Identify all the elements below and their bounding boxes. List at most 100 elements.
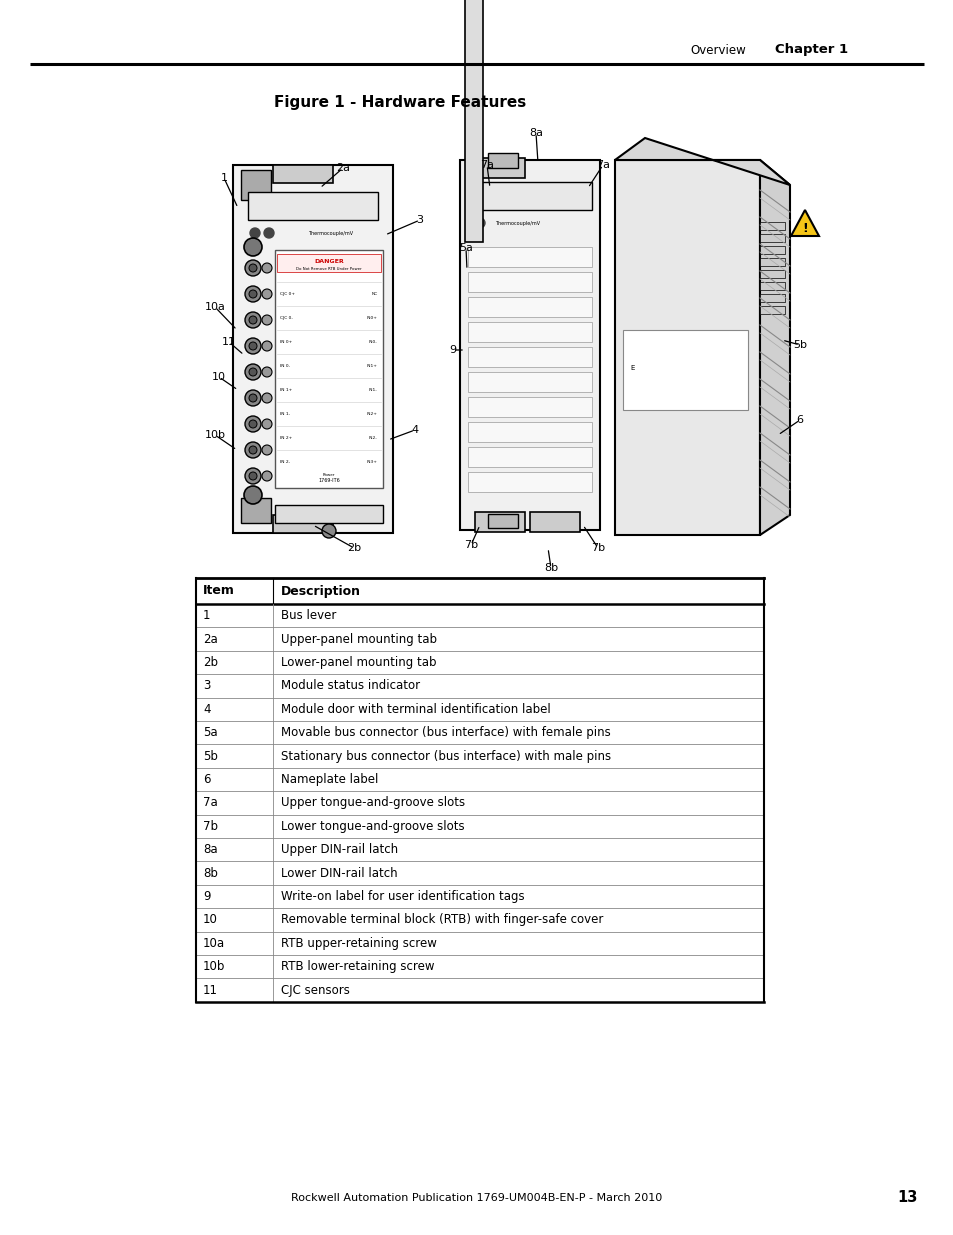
- Text: 1769-IT6: 1769-IT6: [317, 478, 339, 483]
- Text: 5b: 5b: [203, 750, 217, 762]
- Circle shape: [245, 312, 261, 329]
- Circle shape: [250, 228, 260, 238]
- Text: Upper tongue-and-groove slots: Upper tongue-and-groove slots: [280, 797, 464, 809]
- Text: Stationary bus connector (bus interface) with male pins: Stationary bus connector (bus interface)…: [280, 750, 610, 762]
- Text: 7a: 7a: [479, 161, 494, 170]
- Text: 7a: 7a: [596, 161, 609, 170]
- Bar: [273, 165, 333, 183]
- Circle shape: [262, 289, 272, 299]
- Bar: [241, 170, 271, 200]
- Circle shape: [475, 219, 484, 228]
- Text: 2b: 2b: [347, 543, 360, 553]
- Text: Item: Item: [203, 584, 234, 598]
- Polygon shape: [790, 210, 818, 236]
- Bar: [468, 372, 592, 391]
- Text: 1: 1: [220, 173, 227, 183]
- Text: Bus lever: Bus lever: [280, 609, 335, 622]
- Text: IN2-: IN2-: [369, 436, 377, 440]
- Circle shape: [264, 228, 274, 238]
- Text: IN1+: IN1+: [367, 364, 377, 368]
- Text: CJC 0-: CJC 0-: [280, 316, 293, 320]
- Bar: [468, 296, 592, 317]
- Bar: [468, 422, 592, 442]
- Text: 8a: 8a: [203, 844, 217, 856]
- Text: 10: 10: [203, 914, 217, 926]
- Text: Lower-panel mounting tab: Lower-panel mounting tab: [280, 656, 436, 669]
- Text: CJC 0+: CJC 0+: [280, 291, 294, 296]
- Text: 6: 6: [796, 415, 802, 425]
- Circle shape: [245, 442, 261, 458]
- Circle shape: [262, 315, 272, 325]
- Bar: [248, 191, 377, 220]
- Text: 10b: 10b: [204, 430, 225, 440]
- Text: Thermocouple/mV: Thermocouple/mV: [495, 221, 539, 226]
- Circle shape: [322, 524, 335, 538]
- Text: Do Not Remove RTB Under Power: Do Not Remove RTB Under Power: [295, 267, 361, 270]
- Bar: [760, 294, 784, 303]
- Circle shape: [244, 238, 262, 256]
- Bar: [488, 153, 517, 168]
- Circle shape: [245, 468, 261, 484]
- Text: IN 2+: IN 2+: [280, 436, 292, 440]
- Circle shape: [262, 445, 272, 454]
- Circle shape: [245, 364, 261, 380]
- Bar: [468, 247, 592, 267]
- Text: Upper-panel mounting tab: Upper-panel mounting tab: [280, 632, 436, 646]
- Text: IN0-: IN0-: [369, 340, 377, 345]
- Circle shape: [245, 416, 261, 432]
- Text: IN0+: IN0+: [367, 316, 377, 320]
- Text: 13: 13: [897, 1191, 917, 1205]
- Circle shape: [245, 261, 261, 275]
- Text: Lower tongue-and-groove slots: Lower tongue-and-groove slots: [280, 820, 464, 832]
- Text: 5b: 5b: [792, 340, 806, 350]
- Text: IN 0+: IN 0+: [280, 340, 292, 345]
- Text: Removable terminal block (RTB) with finger-safe cover: Removable terminal block (RTB) with fing…: [280, 914, 602, 926]
- Bar: [468, 182, 592, 210]
- Text: IN 2-: IN 2-: [280, 459, 290, 464]
- Circle shape: [262, 419, 272, 429]
- Bar: [622, 330, 747, 410]
- Text: 7b: 7b: [203, 820, 218, 832]
- Text: RTB upper-retaining screw: RTB upper-retaining screw: [280, 937, 436, 950]
- Text: IN 1+: IN 1+: [280, 388, 292, 391]
- Text: Nameplate label: Nameplate label: [280, 773, 377, 785]
- Text: NC: NC: [372, 291, 377, 296]
- Circle shape: [262, 471, 272, 480]
- Text: RTB lower-retaining screw: RTB lower-retaining screw: [280, 960, 434, 973]
- Bar: [464, 0, 482, 242]
- Text: 2a: 2a: [203, 632, 217, 646]
- Circle shape: [245, 390, 261, 406]
- Bar: [468, 472, 592, 492]
- Bar: [273, 515, 333, 534]
- Text: 10b: 10b: [203, 960, 225, 973]
- Text: Module door with terminal identification label: Module door with terminal identification…: [280, 703, 550, 716]
- Text: 8b: 8b: [543, 563, 558, 573]
- Text: 1: 1: [203, 609, 211, 622]
- Text: 3: 3: [203, 679, 211, 693]
- Bar: [760, 306, 784, 314]
- Bar: [276, 254, 380, 272]
- Circle shape: [262, 341, 272, 351]
- Bar: [475, 513, 524, 532]
- Text: 10a: 10a: [204, 303, 225, 312]
- Text: Upper DIN-rail latch: Upper DIN-rail latch: [280, 844, 397, 856]
- Text: E: E: [629, 366, 634, 370]
- Text: Write-on label for user identification tags: Write-on label for user identification t…: [280, 890, 524, 903]
- Text: !: !: [801, 221, 807, 235]
- Text: DANGER: DANGER: [314, 259, 343, 264]
- Bar: [459, 161, 599, 530]
- Polygon shape: [615, 138, 789, 185]
- Circle shape: [249, 264, 256, 272]
- Circle shape: [249, 420, 256, 429]
- Text: Description: Description: [280, 584, 360, 598]
- Text: 7b: 7b: [463, 540, 477, 550]
- Text: 3: 3: [416, 215, 423, 225]
- Bar: [241, 498, 271, 522]
- Text: 4: 4: [411, 425, 418, 435]
- Text: 9: 9: [203, 890, 211, 903]
- Text: Thermocouple/mV: Thermocouple/mV: [308, 231, 353, 236]
- Circle shape: [249, 290, 256, 298]
- Bar: [760, 233, 784, 242]
- Text: Module status indicator: Module status indicator: [280, 679, 419, 693]
- Bar: [760, 258, 784, 266]
